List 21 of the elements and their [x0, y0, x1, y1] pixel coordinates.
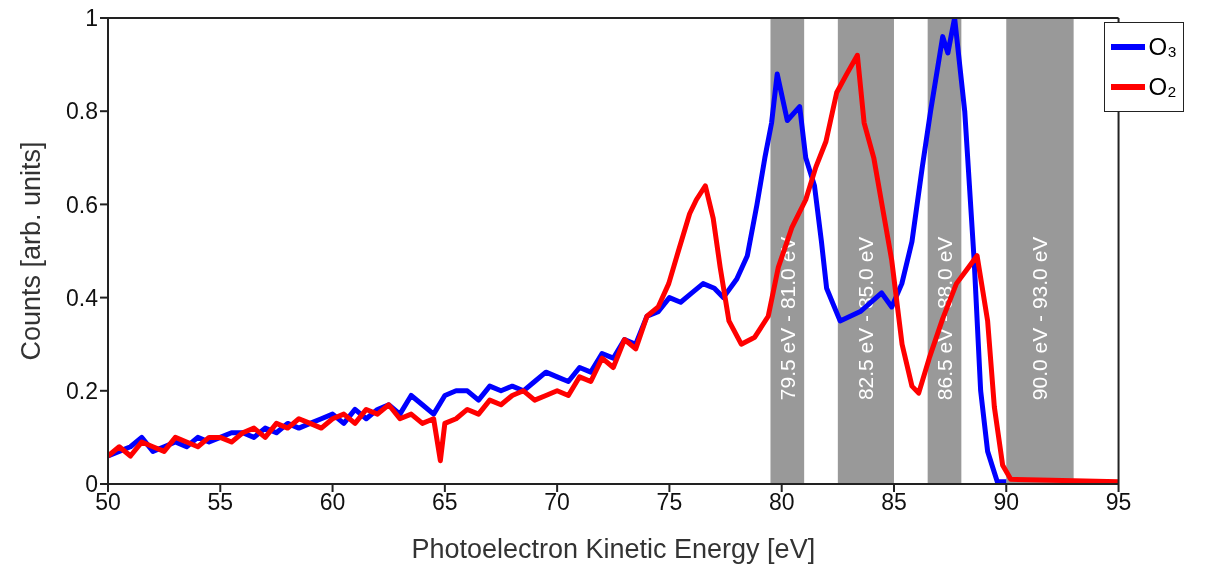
- y-tick-label: 0.2: [66, 377, 98, 404]
- legend-label: O₃: [1148, 33, 1177, 61]
- x-tick-label: 65: [432, 489, 458, 516]
- x-tick-label: 50: [95, 489, 121, 516]
- x-tick-label: 85: [881, 489, 907, 516]
- y-tick-label: 0.4: [66, 284, 99, 311]
- x-tick-label: 55: [207, 489, 234, 516]
- x-tick-label: 90: [993, 489, 1020, 516]
- x-tick-label: 95: [1105, 489, 1132, 516]
- band-label: 90.0 eV - 93.0 eV: [1028, 236, 1052, 401]
- x-tick-label: 70: [544, 489, 570, 516]
- x-tick-label: 80: [768, 489, 795, 516]
- y-tick-label: 1: [85, 5, 98, 32]
- y-tick-label: 0.6: [66, 191, 98, 218]
- y-tick-label: 0: [85, 471, 98, 498]
- x-tick-label: 75: [656, 489, 683, 516]
- legend-label: O₂: [1148, 73, 1177, 101]
- y-axis-title: Counts [arb. units]: [15, 141, 46, 361]
- x-tick-label: 60: [319, 489, 346, 516]
- y-tick-label: 0.8: [66, 98, 98, 125]
- x-axis-title: Photoelectron Kinetic Energy [eV]: [411, 534, 816, 564]
